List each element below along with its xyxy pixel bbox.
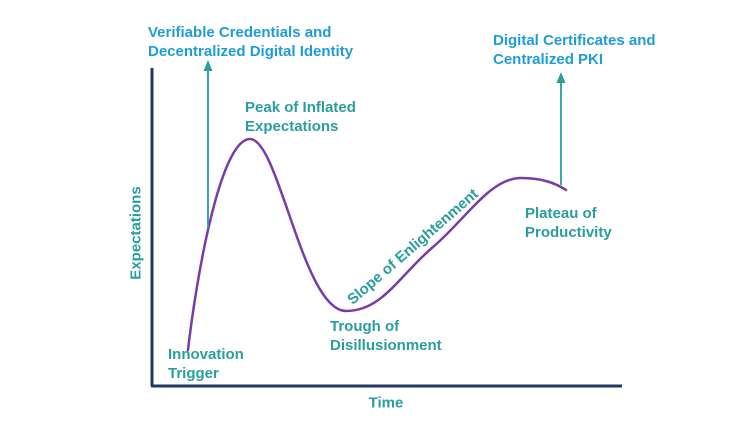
phase-line-2: Disillusionment bbox=[330, 337, 442, 354]
annotation-line-2: Centralized PKI bbox=[493, 51, 604, 68]
annotation-arrow-right bbox=[556, 72, 566, 185]
annotation-digital-certificates: Digital Certificates and Centralized PKI bbox=[493, 31, 656, 69]
phase-label-peak: Peak of Inflated Expectations bbox=[245, 98, 356, 136]
phase-line-1: Peak of Inflated bbox=[245, 99, 356, 116]
phase-line-2: Productivity bbox=[525, 224, 612, 241]
arrow-up-icon bbox=[203, 60, 213, 71]
annotation-line-1: Verifiable Credentials and bbox=[148, 24, 332, 41]
annotation-arrow-left bbox=[203, 60, 213, 228]
phase-line-2: Expectations bbox=[245, 118, 339, 135]
phase-label-innovation-trigger: Innovation Trigger bbox=[168, 345, 244, 383]
phase-label-trough: Trough of Disillusionment bbox=[330, 317, 442, 355]
annotation-line-1: Digital Certificates and bbox=[493, 32, 656, 49]
y-axis-label: Expectations bbox=[127, 186, 145, 280]
x-axis-label: Time bbox=[368, 394, 404, 412]
phase-line-1: Plateau of bbox=[525, 205, 597, 222]
annotation-verifiable-credentials: Verifiable Credentials and Decentralized… bbox=[148, 23, 353, 61]
annotation-line-2: Decentralized Digital Identity bbox=[148, 43, 354, 60]
phase-line-1: Trough of bbox=[330, 318, 400, 335]
arrow-up-icon bbox=[556, 72, 566, 83]
phase-line-2: Trigger bbox=[168, 365, 219, 382]
phase-label-plateau: Plateau of Productivity bbox=[525, 204, 612, 242]
phase-line-1: Innovation bbox=[168, 346, 244, 363]
hype-cycle-curve bbox=[186, 137, 568, 352]
